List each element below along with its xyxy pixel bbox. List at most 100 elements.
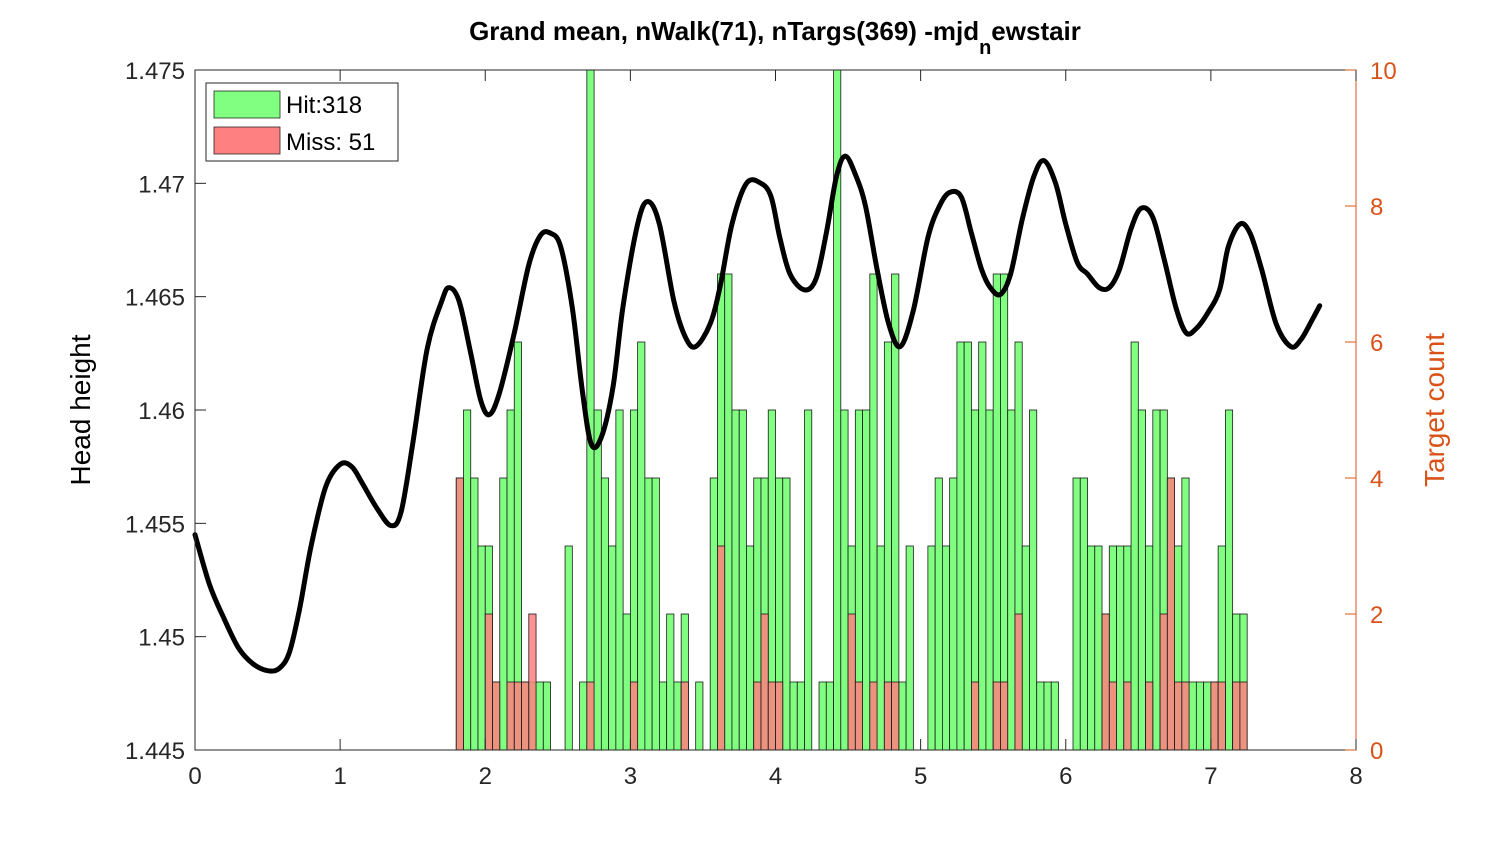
- right-y-axis-label: Target count: [1419, 333, 1450, 487]
- x-tick-label: 4: [769, 763, 782, 790]
- hit-bar: [644, 477, 653, 751]
- miss-bar: [1217, 681, 1226, 751]
- hit-bar: [1036, 681, 1045, 751]
- hit-bar: [1007, 409, 1016, 751]
- hit-bar: [659, 681, 668, 751]
- title-subscript: n: [979, 37, 991, 59]
- hit-bar: [600, 477, 610, 751]
- hit-bar: [622, 613, 631, 751]
- legend-label-hit: Hit:318: [286, 92, 362, 119]
- hit-bar: [593, 409, 602, 751]
- hit-bar: [898, 681, 907, 751]
- left-y-tick-label: 1.46: [138, 398, 185, 425]
- hit-bar: [615, 409, 624, 751]
- miss-bar: [854, 681, 863, 751]
- miss-bar: [1239, 681, 1248, 751]
- miss-bar: [1174, 681, 1183, 751]
- miss-bars: [455, 477, 1248, 751]
- miss-bar: [1145, 681, 1154, 751]
- hit-bar: [1050, 681, 1059, 751]
- hit-bar: [1224, 409, 1234, 751]
- legend-swatch-miss: [213, 126, 281, 155]
- miss-bar: [1108, 681, 1117, 751]
- x-tick-label: 0: [188, 763, 201, 790]
- x-tick-label: 5: [914, 763, 927, 790]
- hit-bar: [949, 477, 958, 751]
- hit-bar: [934, 477, 943, 751]
- x-tick-label: 2: [479, 763, 492, 790]
- chart-title: Grand mean, nWalk(71), nTargs(369) -mjdn…: [469, 16, 1081, 59]
- hit-bar: [673, 681, 682, 751]
- left-y-tick-label: 1.455: [125, 511, 185, 538]
- miss-bar: [1166, 477, 1175, 751]
- hit-bar: [477, 545, 486, 751]
- x-tick-label: 1: [333, 763, 346, 790]
- miss-bar: [513, 681, 522, 751]
- hit-bar: [1087, 545, 1096, 751]
- hit-bar: [840, 409, 849, 751]
- miss-bar: [1101, 613, 1110, 751]
- hit-bar: [608, 545, 617, 751]
- hit-bar: [796, 681, 805, 751]
- legend: Hit:318 Miss: 51: [205, 82, 399, 162]
- miss-bar: [869, 681, 878, 751]
- hit-bar: [1116, 545, 1125, 751]
- hit-bar: [818, 681, 827, 751]
- miss-bar: [753, 681, 762, 751]
- miss-bar: [455, 477, 464, 751]
- title-suffix: ewstair: [991, 16, 1081, 46]
- hit-bar: [586, 69, 595, 751]
- hit-bar: [825, 681, 834, 751]
- hit-bar: [499, 477, 508, 751]
- hit-bar: [738, 409, 747, 751]
- miss-bar: [1000, 681, 1009, 751]
- hit-bar: [542, 681, 551, 751]
- miss-bar: [971, 681, 980, 751]
- hit-bar: [1188, 681, 1197, 751]
- head-height-line: [192, 153, 1323, 674]
- hit-bar: [746, 545, 755, 751]
- hit-bar: [535, 681, 544, 751]
- hit-bar: [869, 273, 878, 751]
- right-y-tick-label: 8: [1370, 194, 1383, 221]
- legend-label-miss: Miss: 51: [286, 129, 375, 156]
- miss-bar: [847, 613, 856, 751]
- hit-bar: [992, 273, 1001, 751]
- hit-bar: [470, 477, 479, 751]
- hit-bar: [724, 273, 733, 751]
- hit-bar: [789, 681, 798, 751]
- hit-bar: [905, 545, 914, 751]
- miss-bar: [586, 681, 595, 751]
- hit-bar: [637, 341, 646, 751]
- left-y-tick-label: 1.465: [125, 285, 185, 312]
- miss-bar: [883, 681, 893, 751]
- hit-bar: [862, 409, 871, 751]
- left-y-axis-ticks: 1.445 1.45 1.455 1.46 1.465 1.47 1.475: [125, 58, 206, 765]
- hit-bar: [1000, 273, 1009, 751]
- right-y-tick-label: 4: [1370, 466, 1383, 493]
- head-height-series-line: [192, 153, 1323, 674]
- miss-bar: [1014, 613, 1023, 751]
- right-y-tick-label: 6: [1370, 330, 1383, 357]
- left-y-tick-label: 1.445: [125, 738, 185, 765]
- right-y-axis-ticks: 0 2 4 6 8 10: [1345, 58, 1397, 765]
- left-y-tick-label: 1.45: [138, 625, 185, 652]
- left-y-tick-label: 1.47: [138, 171, 185, 198]
- hit-bar: [978, 341, 987, 751]
- miss-bar: [891, 681, 900, 751]
- x-tick-label: 3: [624, 763, 637, 790]
- miss-bar: [629, 681, 639, 751]
- hit-bar: [1021, 545, 1030, 751]
- hit-bar: [927, 545, 936, 751]
- hit-bar: [1137, 409, 1146, 751]
- hit-bar: [1203, 681, 1212, 751]
- title-main: Grand mean, nWalk(71), nTargs(369) -mjd: [469, 16, 979, 46]
- hit-bar: [1152, 409, 1161, 751]
- miss-bar: [680, 681, 689, 751]
- miss-bar: [1159, 613, 1168, 751]
- hit-bar: [564, 545, 573, 751]
- hit-bar: [731, 409, 740, 751]
- miss-bar: [775, 681, 784, 751]
- hit-bar: [1130, 341, 1139, 751]
